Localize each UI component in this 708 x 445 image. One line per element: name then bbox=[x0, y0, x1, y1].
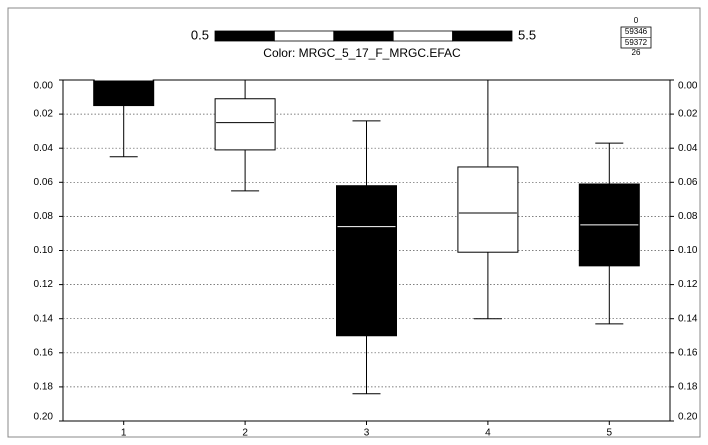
colorbar-segment bbox=[452, 30, 513, 42]
box bbox=[457, 166, 519, 253]
colorbar-caption: Color: MRGC_5_17_F_MRGC.EFAC bbox=[263, 46, 461, 60]
y2-tick-label: 0.10 bbox=[678, 245, 698, 256]
y2-tick-label: 0.02 bbox=[678, 109, 698, 120]
y-tick-label: 0.10 bbox=[34, 245, 54, 256]
y-tick-label: 0.02 bbox=[34, 109, 54, 120]
y2-tick-label: 0.20 bbox=[678, 412, 698, 423]
y2-tick-label: 0.00 bbox=[678, 81, 698, 92]
x-tick-label: 1 bbox=[121, 428, 127, 439]
y2-tick-label: 0.18 bbox=[678, 382, 698, 393]
x-tick-label: 4 bbox=[485, 428, 491, 439]
y-tick-label: 0.04 bbox=[34, 143, 54, 154]
y-tick-label: 0.08 bbox=[34, 211, 54, 222]
y-tick-label: 0.20 bbox=[34, 412, 54, 423]
info-text: 59346 bbox=[625, 27, 648, 36]
info-text: 26 bbox=[632, 48, 641, 57]
y2-tick-label: 0.04 bbox=[678, 143, 698, 154]
x-tick-label: 3 bbox=[364, 428, 370, 439]
y-tick-label: 0.12 bbox=[34, 279, 54, 290]
colorbar-segment bbox=[214, 30, 275, 42]
box bbox=[336, 185, 397, 337]
y-tick-label: 0.14 bbox=[34, 313, 54, 324]
y-tick-label: 0.00 bbox=[34, 81, 54, 92]
info-text: 59372 bbox=[625, 38, 648, 47]
colorbar-min: 0.5 bbox=[191, 27, 209, 42]
colorbar-max: 5.5 bbox=[518, 27, 536, 42]
y2-tick-label: 0.14 bbox=[678, 313, 698, 324]
info-text: 0 bbox=[634, 16, 639, 25]
frame bbox=[7, 7, 701, 438]
x-tick-label: 5 bbox=[607, 428, 613, 439]
box bbox=[214, 98, 276, 151]
colorbar-segment bbox=[333, 30, 394, 42]
colorbar-segment bbox=[273, 30, 335, 42]
y2-tick-label: 0.06 bbox=[678, 177, 698, 188]
y-tick-label: 0.16 bbox=[34, 347, 54, 358]
colorbar-segment bbox=[392, 30, 454, 42]
y2-tick-label: 0.08 bbox=[678, 211, 698, 222]
y-tick-label: 0.18 bbox=[34, 382, 54, 393]
x-tick-label: 2 bbox=[242, 428, 248, 439]
box bbox=[93, 79, 155, 107]
y2-tick-label: 0.12 bbox=[678, 279, 698, 290]
y-tick-label: 0.06 bbox=[34, 177, 54, 188]
y2-tick-label: 0.16 bbox=[678, 347, 698, 358]
